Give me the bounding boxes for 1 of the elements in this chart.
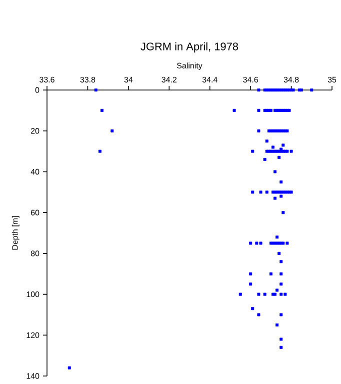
chart-title: JGRM in April, 1978 <box>140 42 238 52</box>
